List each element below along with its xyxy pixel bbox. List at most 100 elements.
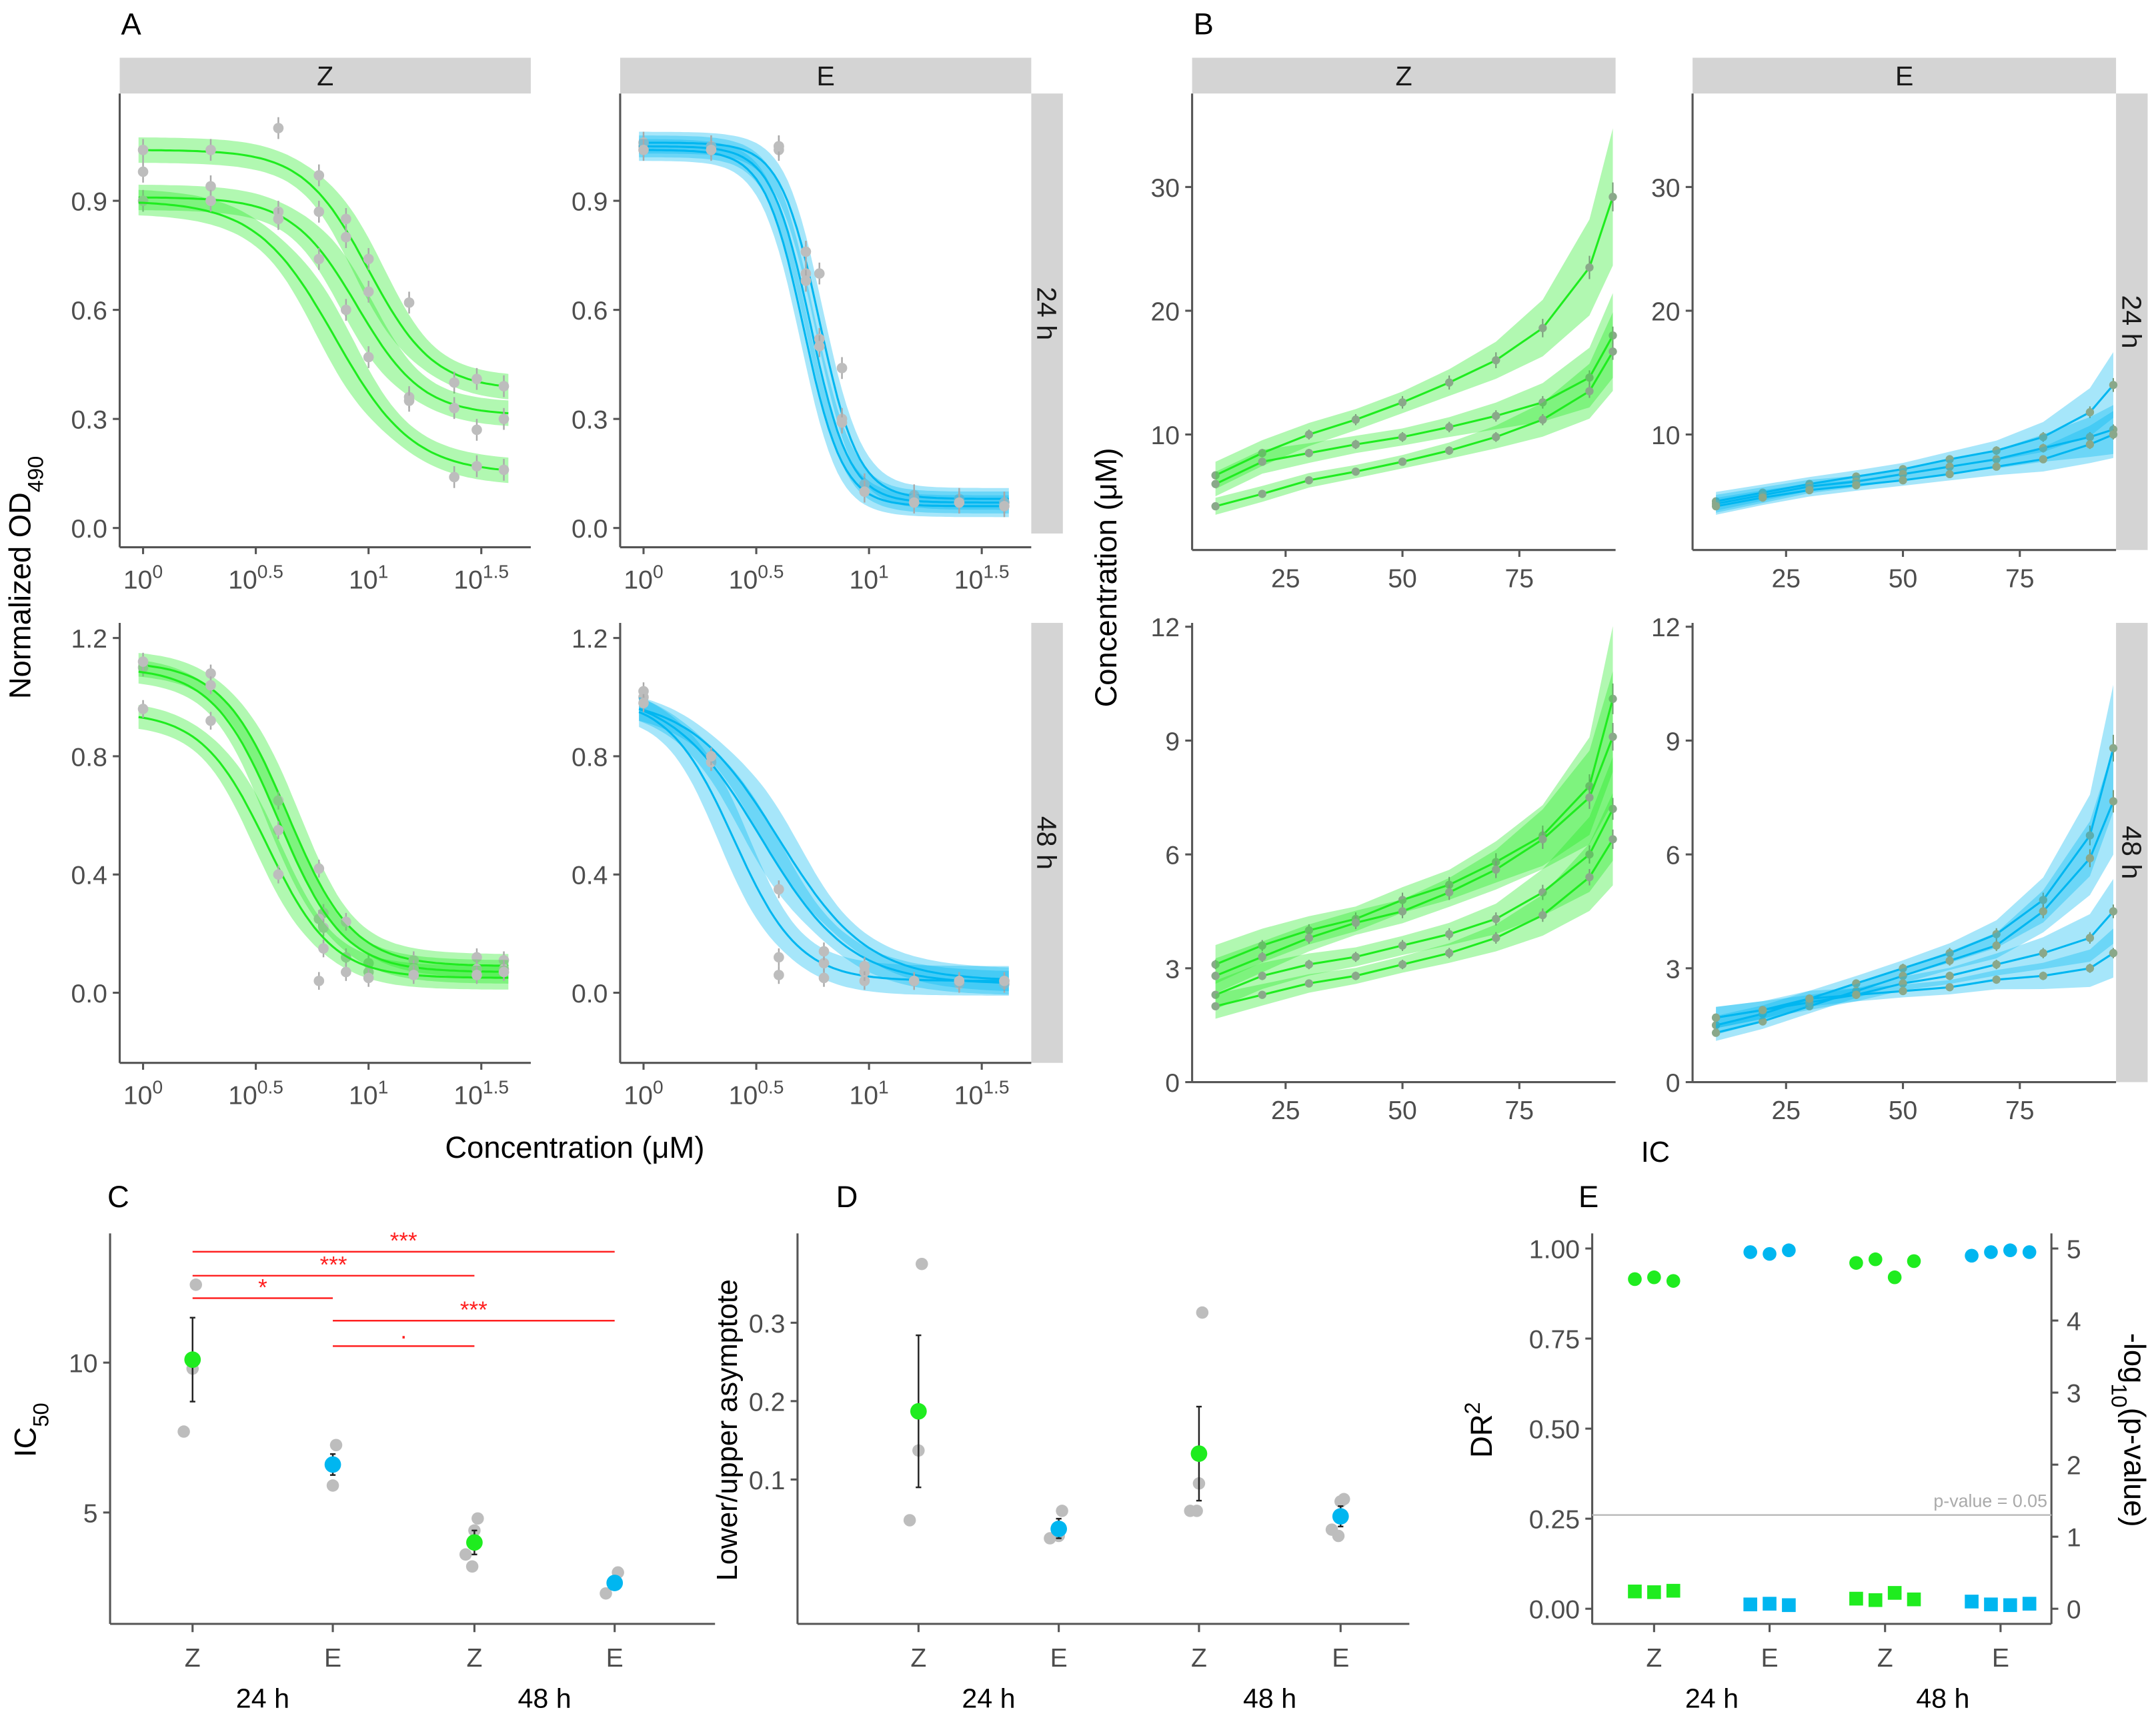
panel-a-letter-part: A — [121, 7, 142, 41]
confidence-ribbon — [1215, 312, 1613, 515]
data-point — [1304, 449, 1314, 458]
data-point — [1759, 1017, 1767, 1026]
confidence-ribbon — [1716, 748, 2113, 1041]
data-point — [1351, 918, 1360, 927]
x-tick-label-part: E — [1332, 1644, 1349, 1673]
data-point — [1492, 865, 1500, 874]
data-point — [638, 686, 649, 697]
data-point — [1608, 347, 1617, 356]
data-point — [205, 181, 216, 192]
replicate-point — [600, 1587, 612, 1600]
data-point — [1899, 470, 1907, 479]
data-point — [1492, 411, 1500, 420]
x-tick-label: 25 — [1771, 1096, 1801, 1125]
facet-strip-E-label: E — [816, 61, 834, 91]
data-point — [273, 213, 284, 225]
data-point — [1899, 964, 1907, 973]
data-point — [1258, 458, 1266, 466]
data-point — [818, 972, 830, 984]
data-point — [1304, 926, 1314, 935]
replicate-point — [1332, 1529, 1345, 1543]
data-point — [706, 144, 717, 155]
x-tick-label: 100.5 — [228, 560, 283, 594]
series-line — [1715, 384, 2115, 503]
y-tick-label-part: 0.8 — [71, 743, 107, 772]
x-tick-label-part: 50 — [1889, 1096, 1918, 1125]
data-point — [1585, 850, 1594, 859]
x-tick-label-part: 0.5 — [257, 560, 283, 582]
data-point — [1538, 415, 1547, 424]
data-point — [1304, 934, 1314, 942]
x-tick-label: 75 — [2005, 564, 2035, 593]
y-tick-label-part: 0.1 — [749, 1467, 785, 1495]
data-point — [2039, 455, 2047, 464]
facet-strip-Z-label: Z — [317, 61, 333, 91]
data-point — [137, 656, 149, 667]
x-tick-label: 100 — [624, 560, 663, 594]
data-point — [313, 863, 325, 874]
confidence-ribbon — [138, 660, 509, 984]
pvalue-point — [1763, 1597, 1777, 1611]
data-point — [818, 946, 830, 957]
data-point — [1211, 960, 1220, 969]
x-tick-label-part: Z — [1877, 1644, 1893, 1673]
x-tick-label: 100.5 — [729, 1076, 784, 1110]
x-tick-label-part: Z — [466, 1644, 482, 1673]
y-tick-label: 0 — [1165, 1069, 1180, 1098]
y-tick-label-part: 12 — [1651, 614, 1681, 642]
data-point — [2109, 744, 2118, 752]
x-tick-label-part: 1 — [878, 1076, 889, 1098]
x-tick-label-part: 1 — [378, 560, 389, 582]
data-point — [313, 170, 325, 181]
group-label: 48 h — [1243, 1683, 1296, 1714]
replicate-point — [1196, 1306, 1209, 1319]
data-point — [1258, 490, 1266, 498]
significance-label-part: · — [399, 1323, 407, 1349]
replicate-point — [1056, 1505, 1068, 1517]
x-tick-label-part: 10 — [849, 1082, 878, 1110]
x-tick-label-part: 10 — [123, 1082, 153, 1110]
x-tick-label-part: 75 — [2005, 564, 2035, 593]
data-point — [363, 351, 374, 363]
pvalue-point — [1849, 1591, 1863, 1606]
pvalue-point — [1743, 1597, 1757, 1612]
y-axis-title-part: Normalized OD — [3, 492, 37, 699]
significance-label-part: *** — [390, 1228, 417, 1254]
x-tick-label-part: 75 — [1505, 564, 1534, 593]
y-tick-label: 12 — [1651, 614, 1681, 642]
x-tick-label-part: 10 — [729, 1082, 758, 1110]
data-point — [999, 501, 1010, 512]
x-tick-label: 101 — [849, 1076, 888, 1110]
dr2-point — [1743, 1245, 1757, 1259]
x-tick-label: E — [1050, 1644, 1068, 1673]
group-label-part: 48 h — [1916, 1683, 1969, 1714]
data-point — [449, 402, 459, 413]
x-tick-label-part: Z — [1191, 1644, 1207, 1673]
x-tick-label: E — [1761, 1644, 1778, 1673]
y-tick-label: 1.2 — [71, 625, 107, 654]
data-point — [1585, 263, 1594, 272]
data-point — [2085, 440, 2095, 449]
x-tick-label-part: 10 — [123, 566, 153, 594]
group-label-part: 48 h — [517, 1683, 571, 1714]
pvalue-point — [1647, 1585, 1661, 1599]
panel-a-letter: A — [121, 7, 142, 41]
x-tick-label-part: 10 — [729, 566, 758, 594]
data-point — [471, 373, 482, 385]
y2-tick-label-part: 3 — [2067, 1380, 2081, 1409]
data-point — [1492, 433, 1500, 442]
y-tick-label-part: 1.00 — [1529, 1235, 1580, 1264]
facet-strip-48h-label: 48 h — [1032, 816, 1062, 870]
x-tick-label-part: E — [1992, 1644, 2009, 1673]
x-tick-label: Z — [185, 1644, 201, 1673]
significance-label: *** — [320, 1252, 347, 1278]
panel-c-letter-part: C — [107, 1180, 129, 1214]
data-point — [1899, 972, 1907, 980]
series-line — [1215, 196, 1614, 477]
data-point — [954, 975, 965, 986]
panel-c-letter: C — [107, 1180, 129, 1214]
y-tick-label: 0.25 — [1529, 1506, 1580, 1535]
data-point — [313, 206, 325, 217]
y-axis-title: Lower/upper asymptote — [712, 1279, 744, 1581]
